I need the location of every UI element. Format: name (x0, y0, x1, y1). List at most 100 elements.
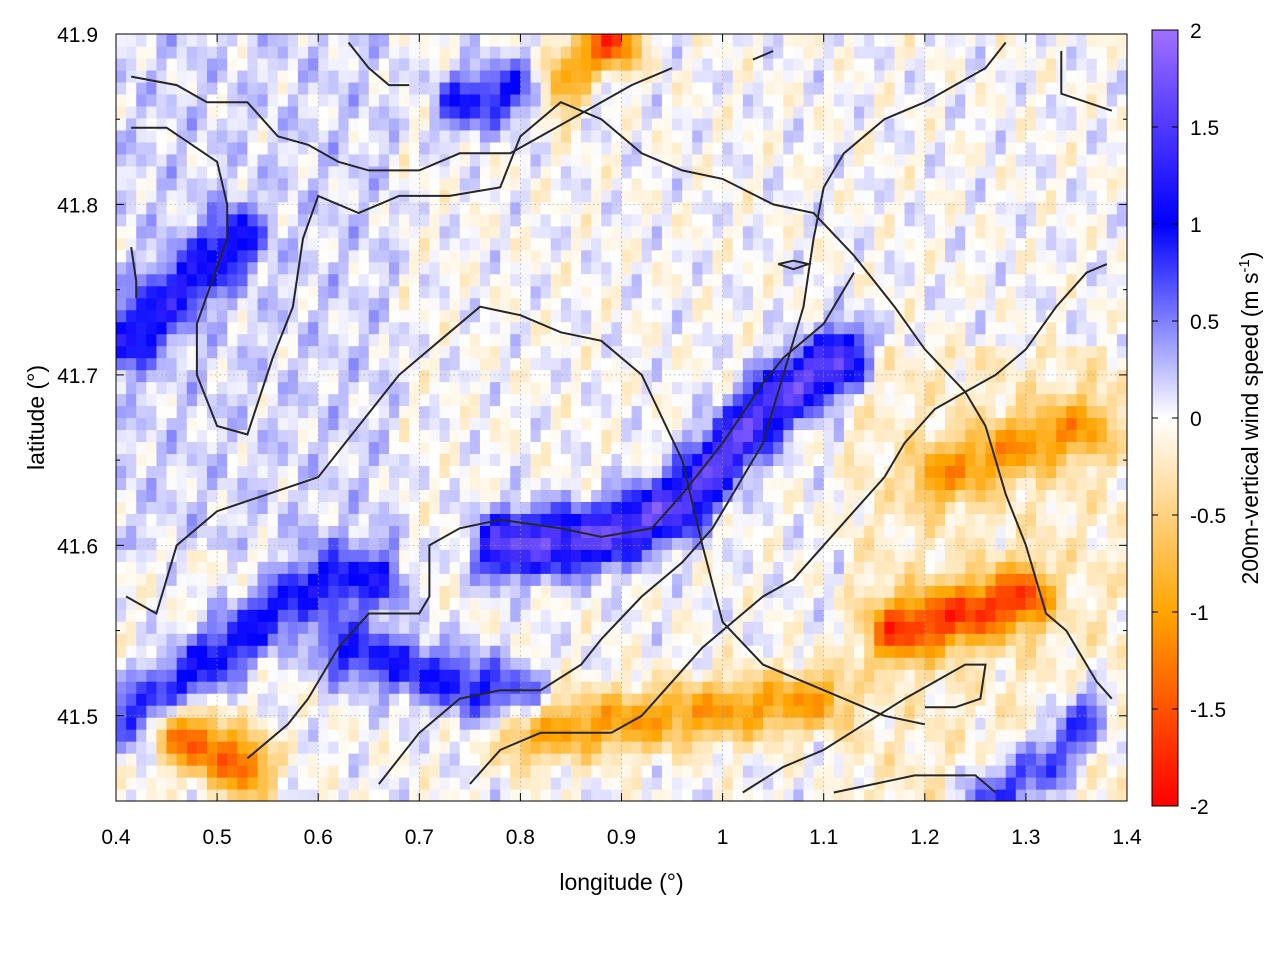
heat-cell (257, 429, 269, 443)
heat-cell (1005, 381, 1017, 395)
heat-cell (378, 741, 390, 754)
heat-cell (318, 561, 329, 574)
heat-cell (1116, 273, 1128, 287)
heat-cell (752, 345, 764, 359)
heat-cell (621, 237, 633, 251)
heat-cell (338, 513, 350, 526)
heat-cell (500, 453, 511, 467)
heat-cell (591, 741, 602, 754)
heat-cell (1116, 261, 1128, 275)
heat-cell (530, 429, 542, 443)
heat-cell (803, 237, 815, 251)
heat-cell (965, 633, 976, 646)
heat-cell (651, 429, 663, 443)
heat-cell (217, 573, 228, 586)
heat-cell (287, 585, 299, 598)
heat-cell (1076, 561, 1088, 574)
heat-cell (287, 369, 299, 383)
heat-cell (378, 621, 390, 634)
heat-cell (884, 393, 896, 407)
heat-cell (186, 597, 198, 610)
heat-cell (1106, 309, 1118, 323)
heat-cell (540, 633, 552, 646)
heat-cell (1106, 717, 1118, 730)
heat-cell (459, 789, 471, 802)
heat-cell (217, 621, 228, 634)
heat-cell (126, 681, 137, 694)
heat-cell (833, 765, 845, 778)
heat-cell (196, 705, 208, 718)
heat-cell (712, 453, 724, 467)
heat-cell (126, 705, 137, 718)
heat-cell (692, 765, 703, 778)
heat-cell (965, 273, 976, 287)
heat-cell (823, 693, 835, 706)
heat-cell (874, 729, 885, 742)
heat-cell (611, 729, 623, 742)
heat-cell (550, 549, 562, 562)
heat-cell (146, 585, 158, 598)
heat-cell (631, 429, 643, 443)
heat-cell (338, 453, 350, 467)
heat-cell (409, 729, 420, 742)
heat-cell (176, 477, 188, 490)
heat-cell (1025, 525, 1037, 538)
heat-cell (672, 513, 683, 526)
heat-cell (348, 213, 360, 227)
heat-cell (388, 321, 400, 335)
heat-cell (763, 789, 774, 802)
heat-cell (682, 417, 693, 431)
heat-cell (631, 369, 643, 383)
heat-cell (621, 357, 633, 371)
heat-cell (692, 381, 703, 395)
heat-cell (490, 297, 501, 311)
heat-cell (570, 297, 582, 311)
heat-cell (1086, 273, 1098, 287)
heat-cell (469, 717, 481, 730)
heat-cell (1046, 261, 1057, 275)
heat-cell (318, 297, 329, 311)
heat-cell (591, 681, 602, 694)
heat-cell (793, 693, 805, 706)
heat-cell (702, 309, 714, 323)
heat-cell (267, 381, 279, 395)
heat-cell (1116, 549, 1128, 562)
heat-cell (439, 393, 451, 407)
heat-cell (975, 513, 987, 526)
heat-cell (206, 525, 218, 538)
heat-cell (843, 681, 855, 694)
heat-cell (712, 525, 724, 538)
heat-cell (995, 297, 1007, 311)
heat-cell (560, 681, 572, 694)
heat-cell (773, 789, 784, 802)
heat-cell (621, 453, 633, 467)
heat-cell (540, 273, 552, 287)
heat-cell (510, 309, 521, 323)
heat-cell (1066, 405, 1078, 419)
heat-cell (206, 225, 218, 239)
heat-cell (358, 753, 370, 766)
heat-cell (621, 765, 633, 778)
heat-cell (257, 705, 269, 718)
heat-cell (146, 513, 158, 526)
heat-cell (874, 393, 885, 407)
heat-cell (318, 693, 329, 706)
heat-cell (237, 477, 249, 490)
heat-cell (995, 357, 1007, 371)
heat-cell (712, 465, 724, 479)
heat-cell (1116, 717, 1128, 730)
heat-cell (752, 561, 764, 574)
heat-cell (601, 741, 612, 754)
heat-cell (176, 705, 188, 718)
heat-cell (823, 357, 835, 371)
heat-cell (479, 525, 491, 538)
heat-cell (955, 333, 966, 347)
heat-cell (1036, 453, 1047, 467)
heat-cell (560, 717, 572, 730)
heat-cell (1076, 765, 1088, 778)
heat-cell (985, 777, 997, 790)
heat-cell (641, 417, 653, 431)
heat-cell (1036, 381, 1047, 395)
heat-cell (692, 741, 703, 754)
heat-cell (722, 357, 734, 371)
